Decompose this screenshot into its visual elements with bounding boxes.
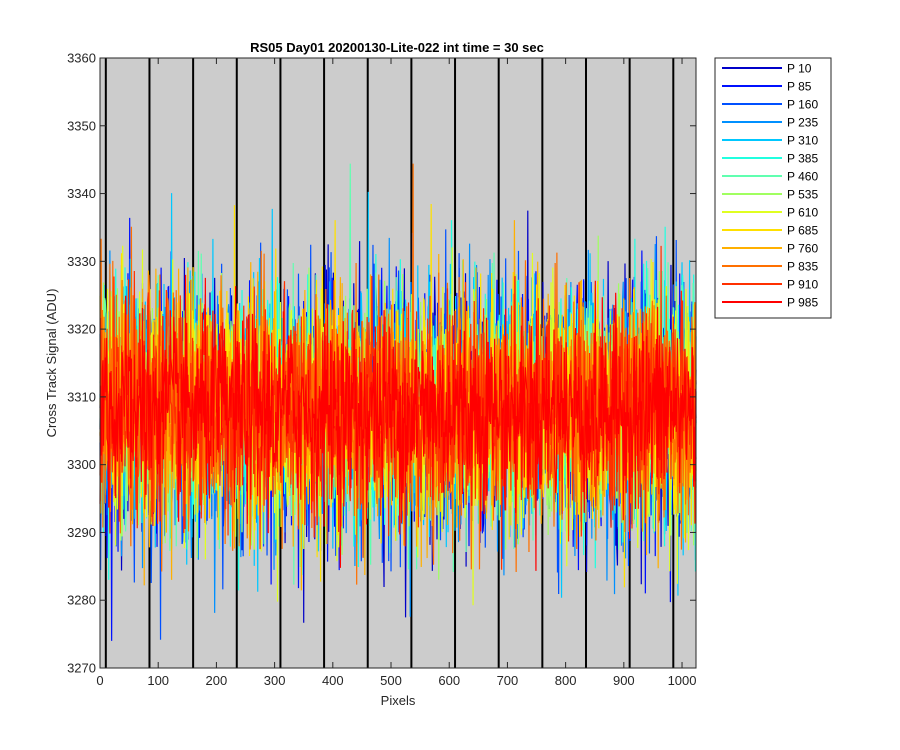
x-tick-label-3: 300 [264,673,286,688]
series-line-13 [99,274,697,571]
x-tick-label-7: 700 [497,673,519,688]
x-tick-label-9: 900 [613,673,635,688]
legend-label-1: P 85 [787,80,812,94]
y-tick-label-5: 3320 [67,322,96,337]
y-tick-label-6: 3330 [67,254,96,269]
y-tick-label-7: 3340 [67,186,96,201]
x-tick-label-5: 500 [380,673,402,688]
legend-label-0: P 10 [787,62,812,76]
chart-title: RS05 Day01 20200130-Lite-022 int time = … [250,40,544,55]
y-axis-label: Cross Track Signal (ADU) [44,289,59,438]
y-tick-label-4: 3310 [67,389,96,404]
legend-box [714,57,832,319]
legend-label-10: P 760 [787,242,818,256]
x-tick-label-10: 1000 [668,673,697,688]
legend-label-7: P 535 [787,188,818,202]
legend-label-13: P 985 [787,296,818,310]
y-axis: 3270 3280 3290 3300 3310 3320 3330 3340 3350 3360 [67,51,696,676]
y-tick-label-1: 3280 [67,593,96,608]
x-axis: 0 100 200 300 400 500 600 700 800 900 1000 [96,58,696,688]
legend-label-11: P 835 [787,260,818,274]
y-tick-label-3: 3300 [67,457,96,472]
y-tick-label-8: 3350 [67,118,96,133]
y-tick-label-2: 3290 [67,525,96,540]
legend-label-6: P 460 [787,170,818,184]
legend-label-4: P 310 [787,134,818,148]
legend: P 10 P 85 P 160 P 235 P 310 P 385 P 460 P 535 P … [714,57,832,319]
x-axis-label: Pixels [381,693,416,708]
y-tick-label-9: 3360 [67,51,96,66]
legend-label-8: P 610 [787,206,818,220]
x-tick-label-1: 100 [147,673,169,688]
series-layer [99,163,697,641]
x-tick-label-4: 400 [322,673,344,688]
legend-label-12: P 910 [787,278,818,292]
legend-label-9: P 685 [787,224,818,238]
x-tick-label-2: 200 [206,673,228,688]
x-tick-label-6: 600 [438,673,460,688]
legend-label-2: P 160 [787,98,818,112]
legend-label-5: P 385 [787,152,818,166]
legend-label-3: P 235 [787,116,818,130]
x-tick-label-0: 0 [96,673,103,688]
x-tick-label-8: 800 [555,673,577,688]
plot-frame [99,57,697,669]
y-tick-label-0: 3270 [67,661,96,676]
